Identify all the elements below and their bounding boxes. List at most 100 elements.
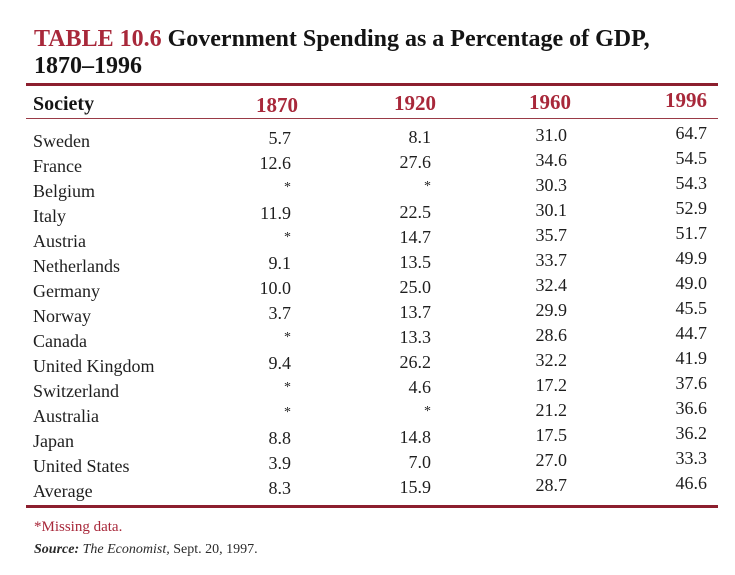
value-1960: 29.9 xyxy=(535,300,568,320)
table-row: Belgium * * 30.3 54.3 xyxy=(0,173,735,201)
value-1960: 35.7 xyxy=(535,225,568,245)
value-1870: 3.7 xyxy=(268,303,292,323)
header-rule xyxy=(26,118,718,119)
table-row: Canada * 13.3 28.6 44.7 xyxy=(0,323,735,351)
table-row: United Kingdom 9.4 26.2 32.2 41.9 xyxy=(0,348,735,376)
value-1996: 49.9 xyxy=(675,248,708,268)
top-rule xyxy=(26,83,718,86)
value-1960: 28.7 xyxy=(535,475,568,495)
table-row: Italy 11.9 22.5 30.1 52.9 xyxy=(0,198,735,226)
column-header-1960: 1960 xyxy=(529,90,571,114)
value-1920: 14.7 xyxy=(399,227,432,247)
value-1960: 30.1 xyxy=(535,200,568,220)
column-header-society: Society xyxy=(33,93,95,115)
table-row: Switzerland * 4.6 17.2 37.6 xyxy=(0,373,735,401)
table-row: Austria * 14.7 35.7 51.7 xyxy=(0,223,735,251)
society-name: United States xyxy=(33,456,130,476)
source-line: Source: The Economist, Sept. 20, 1997. xyxy=(34,542,258,558)
value-1920: 8.1 xyxy=(408,127,432,147)
value-1870: 12.6 xyxy=(259,153,292,173)
value-1996: 54.5 xyxy=(675,148,708,168)
table-row: France 12.6 27.6 34.6 54.5 xyxy=(0,148,735,176)
value-1960: 32.2 xyxy=(535,350,568,370)
bottom-rule xyxy=(26,505,718,508)
value-1920: * xyxy=(424,404,431,419)
value-1960: 34.6 xyxy=(535,150,568,170)
source-publication: The Economist, xyxy=(82,542,170,557)
value-1870: 9.1 xyxy=(268,253,292,273)
table-title: TABLE 10.6 Government Spending as a Perc… xyxy=(34,26,714,80)
title-line-1: TABLE 10.6 Government Spending as a Perc… xyxy=(34,26,714,53)
value-1996: 46.6 xyxy=(675,473,708,493)
value-1996: 44.7 xyxy=(675,323,708,343)
value-1960: 33.7 xyxy=(535,250,568,270)
value-1996: 64.7 xyxy=(675,123,708,143)
value-1870: 8.8 xyxy=(268,428,292,448)
table-row: United States 3.9 7.0 27.0 33.3 xyxy=(0,448,735,476)
source-date: Sept. 20, 1997. xyxy=(173,542,258,557)
value-1870: 11.9 xyxy=(260,203,291,223)
table-body: Sweden 5.7 8.1 31.0 64.7 France 12.6 27.6 34.6 54… xyxy=(0,123,735,501)
value-1996: 49.0 xyxy=(675,273,708,293)
society-name: Germany xyxy=(33,281,100,301)
society-name: Switzerland xyxy=(33,381,119,401)
value-1920: 15.9 xyxy=(399,477,432,497)
title-line-2: 1870–1996 xyxy=(34,53,142,79)
column-header-row: Society 1870 1920 1960 1996 xyxy=(0,88,735,117)
value-1960: 17.5 xyxy=(535,425,568,445)
value-1996: 33.3 xyxy=(675,448,708,468)
value-1996: 51.7 xyxy=(675,223,708,243)
society-name: Netherlands xyxy=(33,256,120,276)
value-1870: 9.4 xyxy=(268,353,292,373)
table-row: Sweden 5.7 8.1 31.0 64.7 xyxy=(0,123,735,151)
title-text: Government Spending as a Percentage of G… xyxy=(167,26,650,52)
value-1870: * xyxy=(284,180,291,195)
column-header-1920: 1920 xyxy=(394,91,436,115)
society-name: Australia xyxy=(33,406,99,426)
society-name: Canada xyxy=(33,331,87,351)
column-header-1870: 1870 xyxy=(256,93,298,117)
value-1920: * xyxy=(424,179,431,194)
value-1960: 31.0 xyxy=(535,125,568,145)
table-row: Netherlands 9.1 13.5 33.7 49.9 xyxy=(0,248,735,276)
value-1870: 5.7 xyxy=(268,128,292,148)
value-1960: 32.4 xyxy=(535,275,568,295)
value-1996: 36.2 xyxy=(675,423,708,443)
table-row: Australia * * 21.2 36.6 xyxy=(0,398,735,426)
value-1870: * xyxy=(284,405,291,420)
footnote-missing-data: *Missing data. xyxy=(34,519,123,535)
value-1960: 28.6 xyxy=(535,325,568,345)
value-1920: 14.8 xyxy=(399,427,432,447)
value-1870: 3.9 xyxy=(268,453,292,473)
society-name: Sweden xyxy=(33,131,90,151)
table-row: Japan 8.8 14.8 17.5 36.2 xyxy=(0,423,735,451)
table-row: Norway 3.7 13.7 29.9 45.5 xyxy=(0,298,735,326)
society-name: Japan xyxy=(33,431,74,451)
value-1870: * xyxy=(284,330,291,345)
value-1960: 21.2 xyxy=(535,400,568,420)
value-1996: 37.6 xyxy=(675,373,708,393)
value-1920: 27.6 xyxy=(399,152,432,172)
society-name: Average xyxy=(33,481,93,501)
value-1920: 22.5 xyxy=(399,202,432,222)
value-1960: 17.2 xyxy=(535,375,568,395)
table-number: TABLE 10.6 xyxy=(34,26,162,52)
society-name: Norway xyxy=(33,306,91,326)
society-name: France xyxy=(33,156,82,176)
value-1920: 7.0 xyxy=(408,452,432,472)
value-1920: 13.3 xyxy=(399,327,432,347)
society-name: Austria xyxy=(33,231,86,251)
society-name: Belgium xyxy=(33,181,95,201)
value-1870: * xyxy=(284,230,291,245)
value-1920: 13.5 xyxy=(399,252,432,272)
society-name: Italy xyxy=(33,206,66,226)
value-1996: 52.9 xyxy=(675,198,708,218)
table-row: Germany 10.0 25.0 32.4 49.0 xyxy=(0,273,735,301)
value-1870: * xyxy=(284,380,291,395)
table-row: Average 8.3 15.9 28.7 46.6 xyxy=(0,473,735,501)
source-label: Source: xyxy=(34,542,80,557)
value-1920: 26.2 xyxy=(399,352,432,372)
value-1870: 10.0 xyxy=(259,278,292,298)
column-header-1996: 1996 xyxy=(665,88,707,112)
value-1996: 45.5 xyxy=(675,298,708,318)
